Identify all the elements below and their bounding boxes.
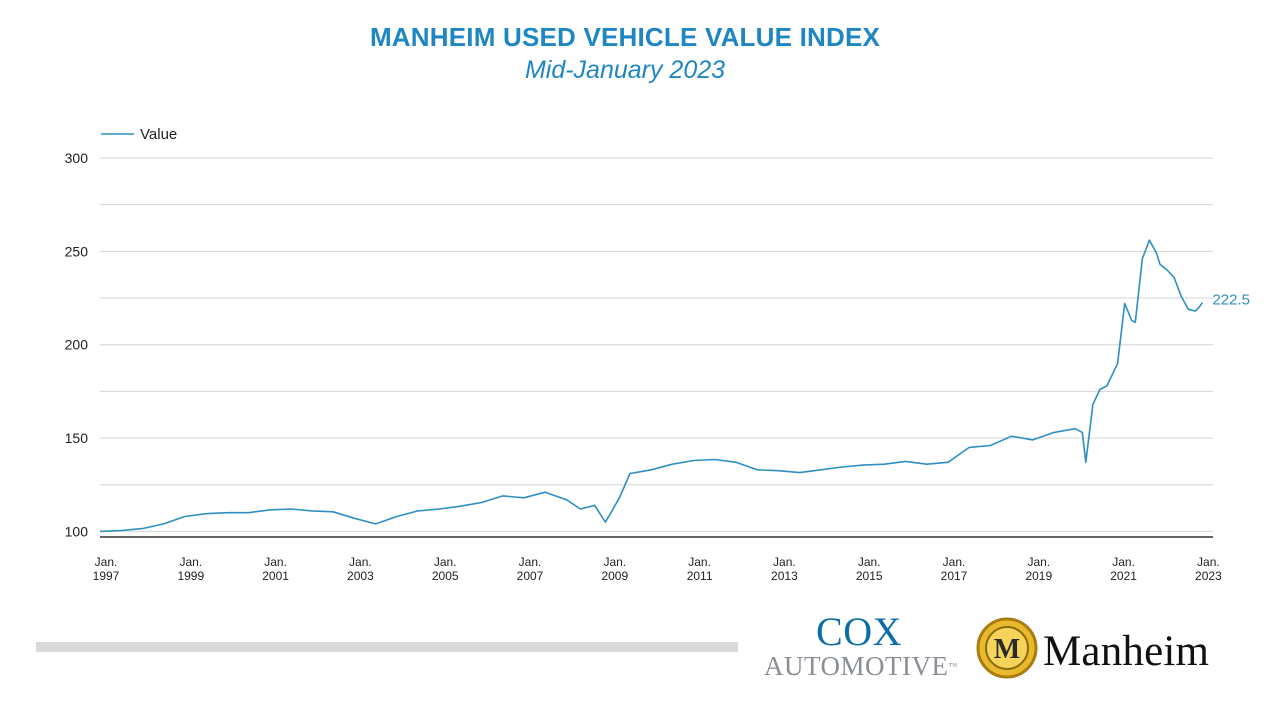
manheim-emblem-letter: M: [994, 634, 1020, 665]
x-tick-label: Jan. 2009: [601, 555, 628, 583]
cox-automotive-logo: COX AUTOMOTIVE™: [764, 609, 958, 681]
chart-subtitle: Mid-January 2023: [524, 56, 726, 84]
trademark-symbol: ™: [948, 661, 958, 671]
y-tick-label: 300: [65, 150, 89, 166]
manheim-wordmark: Manheim: [1043, 628, 1210, 675]
y-tick-label: 150: [65, 430, 89, 446]
x-tick-label: Jan. 2011: [687, 555, 713, 583]
x-tick-label: Jan. 2003: [347, 555, 374, 583]
x-tick-label: Jan. 2023: [1195, 555, 1222, 583]
end-value-label: 222.5: [1212, 292, 1250, 309]
x-tick-label: Jan. 1999: [177, 555, 204, 583]
cox-logo-word: AUTOMOTIVE: [764, 651, 949, 681]
x-tick-label: Jan. 1997: [93, 555, 120, 583]
footer-divider-bar: [36, 642, 738, 652]
x-tick-label: Jan. 2007: [517, 555, 544, 583]
series-line-value: [99, 239, 1204, 533]
manheim-emblem-icon: M: [976, 617, 1038, 679]
cox-logo-line2: AUTOMOTIVE™: [764, 651, 958, 681]
x-tick-labels: Jan. 1997 Jan. 1999 Jan. 2001 Jan. 2003 Jan. 2005…: [93, 555, 1222, 583]
y-tick-label: 250: [65, 243, 89, 259]
legend-label-value: Value: [140, 126, 177, 143]
x-tick-label: Jan. 2019: [1025, 555, 1052, 583]
legend: Value: [101, 126, 177, 143]
x-tick-label: Jan. 2017: [941, 555, 968, 583]
chart-title: MANHEIM USED VEHICLE VALUE INDEX: [369, 22, 881, 52]
grid-lines: [100, 157, 1213, 532]
x-tick-label: Jan. 2005: [432, 555, 459, 583]
y-tick-label: 200: [65, 337, 89, 353]
y-tick-label: 100: [65, 523, 89, 539]
x-tick-label: Jan. 2013: [771, 555, 798, 583]
cox-logo-line1: COX: [816, 609, 902, 654]
x-tick-label: Jan. 2001: [262, 555, 289, 583]
y-tick-labels: 100 150 200 250 300: [65, 150, 89, 539]
x-tick-label: Jan. 2021: [1110, 555, 1137, 583]
x-tick-label: Jan. 2015: [856, 555, 883, 583]
